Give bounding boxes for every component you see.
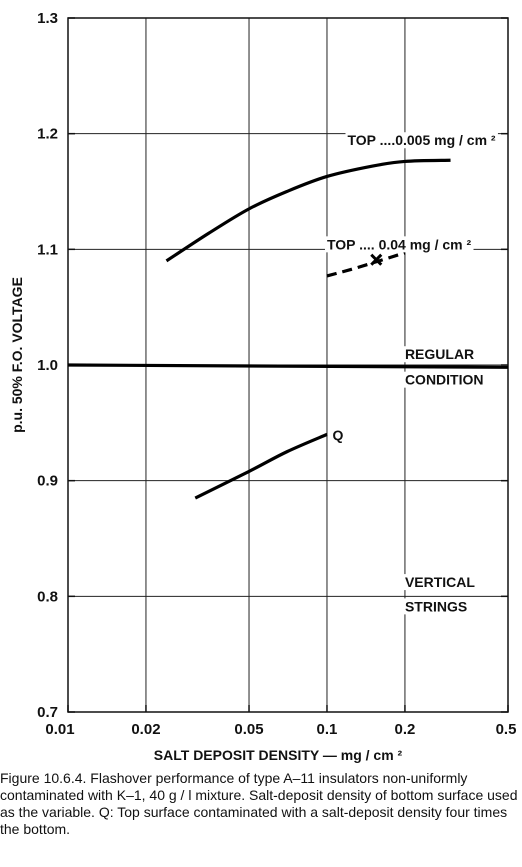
y-axis-title: p.u. 50% F.O. VOLTAGE: [9, 277, 25, 433]
annotation-background: [330, 427, 346, 444]
labels: 0.7 0.8 0.9 1.0 1.1 1.2 1.3 0.01 0.02 0.05 0.1 0.2 0…: [9, 10, 516, 763]
annotation-background: [324, 236, 474, 253]
y-tick-label: 0.8: [37, 588, 58, 605]
annotation-background: [402, 598, 470, 615]
annotation-background: [402, 346, 477, 363]
annotation-background: [345, 132, 498, 149]
annotation-0: TOP ....0.005 mg / cm ²: [347, 132, 495, 148]
x-tick-label: 0.1: [317, 721, 338, 738]
x-marker-stroke: [370, 253, 383, 266]
annotation-background: [402, 371, 486, 388]
series-line-0: [165, 158, 451, 263]
figure-caption: Figure 10.6.4. Flashover performance of …: [0, 770, 518, 837]
annotation-2: REGULAR: [405, 346, 474, 362]
annotation-6: STRINGS: [405, 598, 467, 614]
annotation-1: TOP .... 0.04 mg / cm ²: [327, 236, 472, 252]
series-line-2: [194, 432, 328, 500]
annotation-5: VERTICAL: [405, 574, 475, 590]
y-tick-label: 1.1: [37, 241, 58, 258]
annotation-background: [402, 574, 478, 591]
x-axis-title: SALT DEPOSIT DENSITY — mg / cm ²: [154, 747, 403, 763]
y-tick-label: 1.3: [37, 10, 58, 27]
y-tick-label: 0.9: [37, 473, 58, 490]
x-tick-label: 0.01: [45, 721, 74, 738]
x-tick-label: 0.02: [131, 721, 160, 738]
y-tick-label: 1.2: [37, 126, 58, 143]
x-tick-label: 0.2: [395, 721, 416, 738]
series-line-1: [326, 251, 406, 278]
annotation-3: CONDITION: [405, 372, 484, 388]
chart: 0.7 0.8 0.9 1.0 1.1 1.2 1.3 0.01 0.02 0.05 0.1 0.2 0…: [9, 10, 516, 763]
y-tick-label: 0.7: [37, 704, 58, 721]
series: [67, 158, 509, 500]
x-tick-label: 0.5: [496, 721, 517, 738]
y-tick-label: 1.0: [37, 357, 58, 374]
series-line-3: [67, 363, 509, 369]
annotation-4: Q: [332, 427, 343, 443]
x-tick-label: 0.05: [234, 721, 263, 738]
